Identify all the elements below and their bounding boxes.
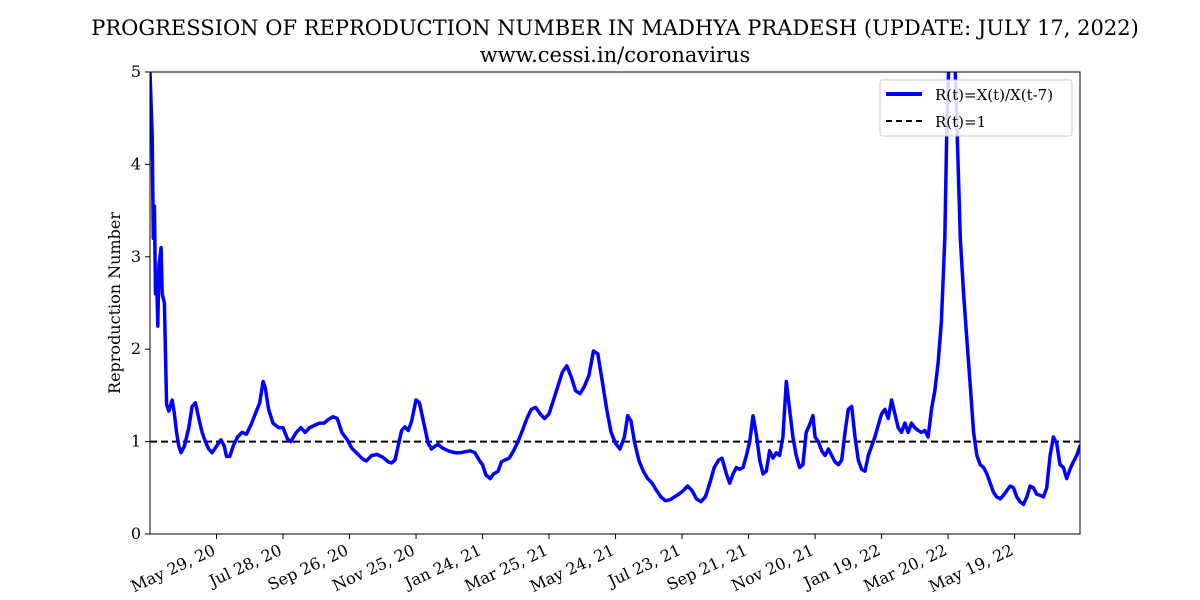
chart-title: PROGRESSION OF REPRODUCTION NUMBER IN MA… [91, 16, 1139, 40]
legend-box [879, 79, 1073, 137]
y-axis-title: Reproduction Number [105, 212, 124, 394]
legend-entry-series: R(t)=X(t)/X(t-7) [935, 86, 1053, 104]
y-axis: 0 1 2 3 4 5 [131, 62, 150, 543]
legend-entry-reference: R(t)=1 [935, 113, 986, 131]
series-line-segment [150, 72, 951, 504]
y-tick-label: 2 [131, 339, 141, 358]
y-tick-label: 0 [131, 524, 141, 543]
y-tick-label: 3 [131, 247, 141, 266]
legend: R(t)=X(t)/X(t-7) R(t)=1 [879, 79, 1073, 137]
series-line-segment [953, 72, 1080, 507]
plot-area [150, 72, 1080, 507]
y-tick-label: 1 [131, 432, 141, 451]
x-tick-label: May 29, 20 [128, 540, 218, 596]
y-tick-label: 4 [131, 154, 141, 173]
chart-subtitle: www.cessi.in/coronavirus [479, 43, 751, 67]
y-tick-label: 5 [131, 62, 141, 81]
axes-frame [149, 71, 1081, 535]
